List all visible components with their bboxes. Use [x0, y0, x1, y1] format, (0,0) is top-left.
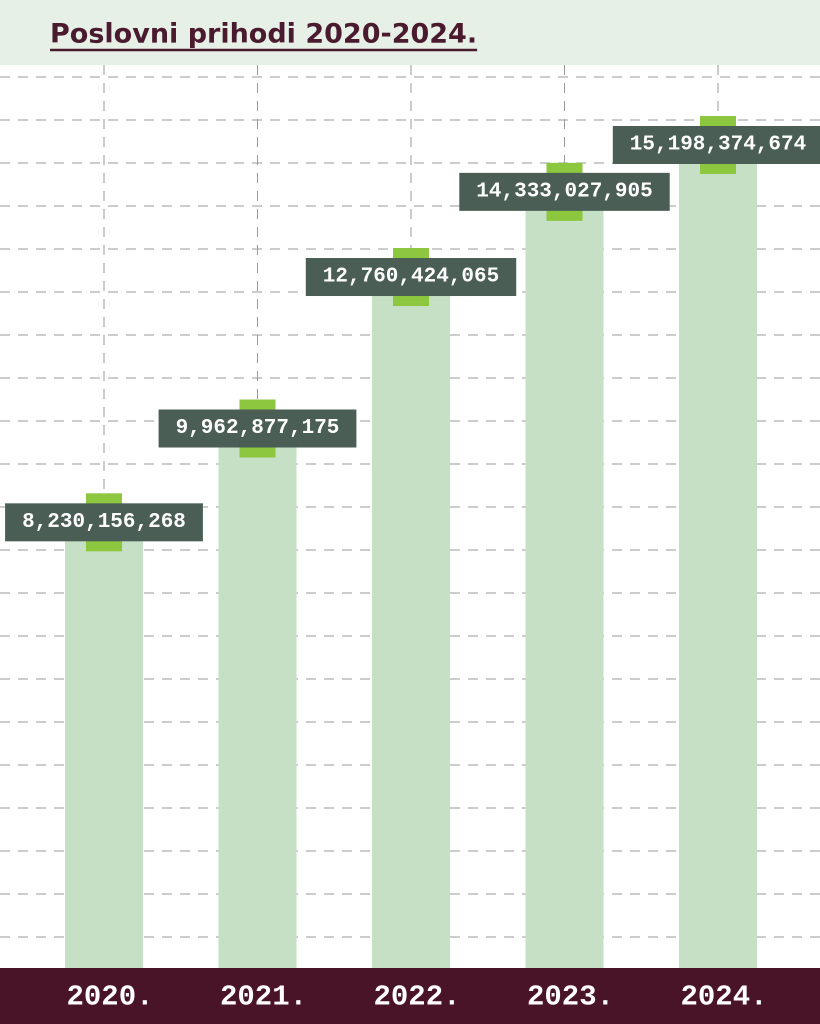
x-tick-label: 2024.	[680, 981, 767, 1014]
x-tick-label: 2021.	[220, 981, 307, 1014]
value-label: 8,230,156,268	[22, 511, 186, 534]
value-label-box	[5, 503, 203, 542]
value-label-box	[305, 258, 517, 297]
value-label: 14,333,027,905	[476, 180, 652, 203]
value-label: 9,962,877,175	[176, 417, 340, 440]
bar	[525, 191, 604, 968]
x-tick-label: 2022.	[373, 981, 460, 1014]
chart-title: Poslovni prihodi 2020-2024.	[50, 19, 477, 50]
value-label: 12,760,424,065	[323, 266, 499, 289]
bar	[218, 428, 297, 968]
x-tick-label: 2023.	[527, 981, 614, 1014]
bar	[372, 277, 450, 968]
header-band	[0, 0, 820, 65]
bars	[65, 145, 757, 968]
value-label-box	[612, 126, 820, 164]
x-tick-label: 2020.	[66, 981, 153, 1014]
value-label-box	[459, 172, 670, 211]
value-label-box	[158, 409, 357, 448]
footer-band	[0, 968, 820, 1024]
bar	[679, 145, 757, 968]
bar	[65, 522, 143, 968]
value-label: 15,198,374,674	[630, 134, 806, 157]
